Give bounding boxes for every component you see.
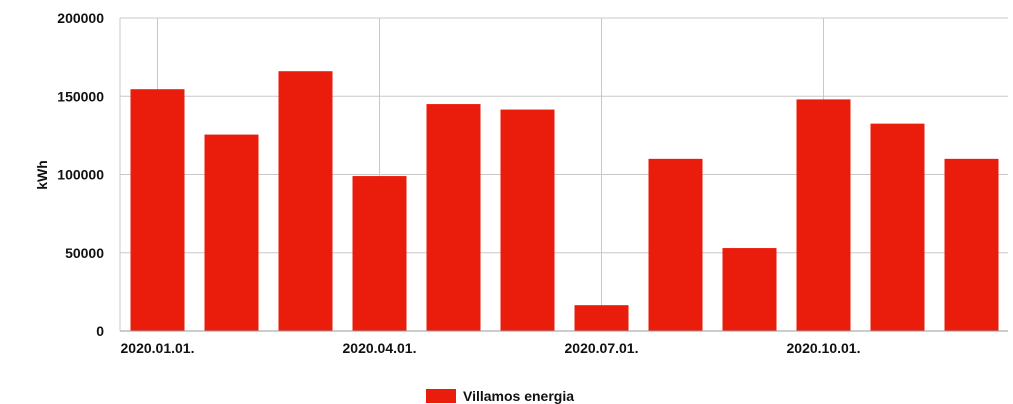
bar-2020-07 [574,305,629,331]
legend-label: Villamos energia [463,388,574,404]
x-tick-label: 2020.01.01. [121,340,195,356]
legend-swatch [426,389,456,403]
bar-2020-04 [352,176,407,331]
axes: 0 50000 100000 150000 200000 2020.01.01. 2020.… [57,10,1008,356]
y-tick-label: 200000 [57,10,104,26]
bar-2020-05 [426,104,481,331]
bar-2020-06 [500,109,555,332]
y-tick-label: 50000 [65,245,104,261]
y-tick-label: 150000 [57,88,104,104]
bars [130,71,999,332]
bar-2020-03 [278,71,333,332]
legend: Villamos energia [426,388,574,404]
bar-2020-12 [944,158,999,331]
y-tick-label: 0 [96,323,104,339]
bar-2020-10 [796,99,851,331]
bar-2020-08 [648,158,703,331]
x-tick-label: 2020.10.01. [787,340,861,356]
bar-2020-11 [870,123,925,331]
y-tick-label: 100000 [57,167,104,183]
bar-2020-02 [204,134,259,331]
x-tick-label: 2020.07.01. [565,340,639,356]
x-tick-label: 2020.04.01. [343,340,417,356]
y-axis-label: kWh [34,160,50,190]
bar-2020-01 [130,89,185,332]
bar-2020-09 [722,248,777,331]
